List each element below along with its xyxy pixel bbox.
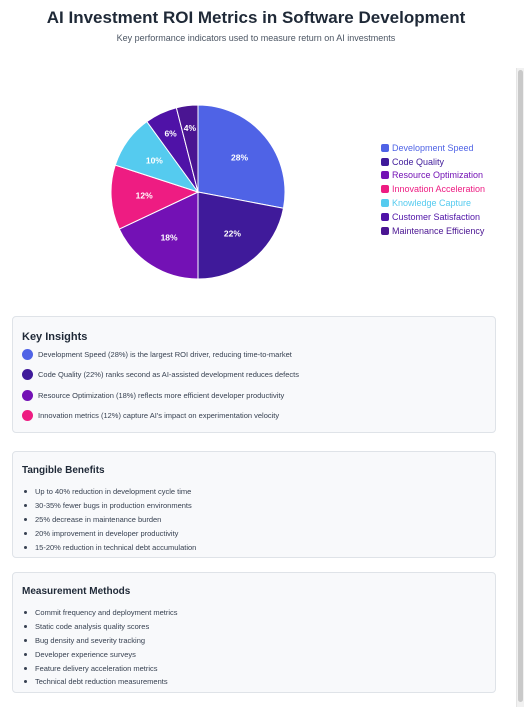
list-item: Technical debt reduction measurements xyxy=(22,675,178,689)
list-item: Feature delivery acceleration metrics xyxy=(22,661,178,675)
legend-label: Knowledge Capture xyxy=(392,198,472,209)
insight-dot-icon xyxy=(22,410,33,421)
bullet-icon xyxy=(24,517,27,521)
pie-data-label: 10% xyxy=(146,155,163,165)
list-item-text: 20% improvement in developer productivit… xyxy=(35,528,179,538)
bullet-icon xyxy=(24,490,27,494)
insight-item: Resource Optimization (18%) reflects mor… xyxy=(22,390,284,401)
insight-dot-icon xyxy=(22,390,33,401)
legend-swatch-icon xyxy=(381,226,389,235)
list-item: 20% improvement in developer productivit… xyxy=(22,526,196,540)
bullet-icon xyxy=(24,545,27,549)
bullet-icon xyxy=(24,652,27,656)
pie-slice-maintenance-efficiency[interactable] xyxy=(175,104,199,193)
pie-data-label: 4% xyxy=(184,123,197,133)
pie-data-label: 18% xyxy=(161,233,178,243)
legend-label: Code Quality xyxy=(392,156,445,167)
insight-text: Development Speed (28%) is the largest R… xyxy=(38,350,292,359)
legend-swatch-icon xyxy=(381,212,389,221)
list-item-text: 15-20% reduction in technical debt accum… xyxy=(35,542,197,552)
pie-data-label: 6% xyxy=(164,129,177,139)
legend-item[interactable]: Innovation Acceleration xyxy=(381,182,485,196)
list-item: Static code analysis quality scores xyxy=(22,620,178,634)
legend-item[interactable]: Knowledge Capture xyxy=(381,196,485,210)
measurement-methods-heading: Measurement Methods xyxy=(22,586,131,597)
list-item: Up to 40% reduction in development cycle… xyxy=(22,485,196,499)
bullet-icon xyxy=(24,625,27,629)
legend-label: Resource Optimization xyxy=(392,170,484,181)
legend-label: Customer Satisfaction xyxy=(392,211,481,222)
tangible-benefits-card: Tangible Benefits Up to 40% reduction in… xyxy=(12,451,496,558)
pie-data-label: 28% xyxy=(231,153,248,163)
list-item-text: Static code analysis quality scores xyxy=(35,622,150,632)
list-item-text: Up to 40% reduction in development cycle… xyxy=(35,487,192,497)
legend-item[interactable]: Development Speed xyxy=(381,141,485,155)
key-insights-card: Key Insights Development Speed (28%) is … xyxy=(12,316,496,433)
tangible-benefits-heading: Tangible Benefits xyxy=(22,465,105,476)
pie-slice-development-speed[interactable] xyxy=(197,104,286,209)
list-item: 25% decrease in maintenance burden xyxy=(22,513,196,527)
methods-list: Commit frequency and deployment metrics … xyxy=(22,606,178,689)
benefits-list: Up to 40% reduction in development cycle… xyxy=(22,485,196,554)
list-item-text: 30-35% fewer bugs in production environm… xyxy=(35,501,192,511)
legend-item[interactable]: Code Quality xyxy=(381,155,485,169)
list-item-text: Bug density and severity tracking xyxy=(35,635,146,645)
legend-swatch-icon xyxy=(381,143,389,152)
list-item-text: Technical debt reduction measurements xyxy=(35,677,168,687)
insight-text: Resource Optimization (18%) reflects mor… xyxy=(38,391,285,400)
legend-label: Maintenance Efficiency xyxy=(392,225,485,236)
insight-dot-icon xyxy=(22,369,33,380)
insight-text: Innovation metrics (12%) capture AI's im… xyxy=(38,411,280,420)
key-insights-heading: Key Insights xyxy=(22,331,88,343)
legend-label: Development Speed xyxy=(392,142,474,153)
list-item: Commit frequency and deployment metrics xyxy=(22,606,178,620)
insight-item: Code Quality (22%) ranks second as AI-as… xyxy=(22,369,299,380)
insight-item: Development Speed (28%) is the largest R… xyxy=(22,349,292,360)
report-page: AI Investment ROI Metrics in Software De… xyxy=(12,8,496,693)
bullet-icon xyxy=(24,504,27,508)
measurement-methods-card: Measurement Methods Commit frequency and… xyxy=(12,572,496,693)
list-item-text: Developer experience surveys xyxy=(35,649,136,659)
pie-slice-innovation-acceleration[interactable] xyxy=(110,164,200,230)
pie-slice-code-quality[interactable] xyxy=(197,191,285,280)
legend-swatch-icon xyxy=(381,157,389,166)
legend-item[interactable]: Customer Satisfaction xyxy=(381,210,485,224)
insight-dot-icon xyxy=(22,349,33,360)
bullet-icon xyxy=(24,638,27,642)
pie-chart: 28% 22% 18% 12% 10% 6% 4% xyxy=(100,94,296,290)
legend-label: Innovation Acceleration xyxy=(392,184,486,195)
bullet-icon xyxy=(24,611,27,615)
bullet-icon xyxy=(24,680,27,684)
page-subtitle: Key performance indicators used to measu… xyxy=(116,33,396,43)
pie-slice-resource-optimization[interactable] xyxy=(118,191,199,280)
pie-chart-svg: 28% 22% 18% 12% 10% 6% 4% xyxy=(110,104,286,280)
insight-item: Innovation metrics (12%) capture AI's im… xyxy=(22,410,279,421)
list-item: Developer experience surveys xyxy=(22,647,178,661)
list-item-text: 25% decrease in maintenance burden xyxy=(35,514,162,524)
legend-item[interactable]: Resource Optimization xyxy=(381,169,485,183)
list-item: Bug density and severity tracking xyxy=(22,634,178,648)
vertical-scrollbar[interactable] xyxy=(516,68,524,707)
legend-swatch-icon xyxy=(381,171,389,180)
list-item-text: Commit frequency and deployment metrics xyxy=(35,608,178,618)
list-item: 30-35% fewer bugs in production environm… xyxy=(22,499,196,513)
list-item-text: Feature delivery acceleration metrics xyxy=(35,663,158,673)
list-item: 15-20% reduction in technical debt accum… xyxy=(22,540,196,554)
scrollbar-thumb[interactable] xyxy=(518,70,523,702)
pie-data-label: 22% xyxy=(224,229,241,239)
bullet-icon xyxy=(24,531,27,535)
legend-item[interactable]: Maintenance Efficiency xyxy=(381,224,485,238)
pie-data-label: 12% xyxy=(136,190,153,200)
legend-swatch-icon xyxy=(381,199,389,208)
chart-legend: Development Speed Code Quality Resource Op… xyxy=(381,141,485,238)
bullet-icon xyxy=(24,666,27,670)
page-title: AI Investment ROI Metrics in Software De… xyxy=(46,8,466,27)
insight-text: Code Quality (22%) ranks second as AI-as… xyxy=(38,370,299,379)
legend-swatch-icon xyxy=(381,185,389,194)
